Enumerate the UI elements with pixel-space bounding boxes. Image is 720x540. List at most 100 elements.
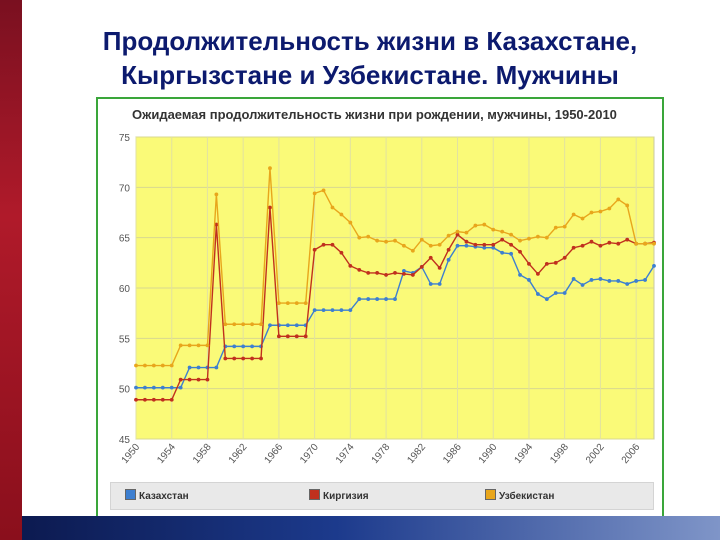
x-tick-label: 2006 xyxy=(620,442,643,466)
data-point xyxy=(241,356,246,361)
data-point xyxy=(357,235,362,240)
data-point xyxy=(276,301,281,305)
x-tick-label: 1994 xyxy=(513,442,536,466)
data-point xyxy=(134,363,138,368)
data-point xyxy=(241,322,246,327)
y-tick-label: 75 xyxy=(119,133,131,144)
legend-item-uzbekistan: Узбекистан xyxy=(485,489,554,502)
data-point xyxy=(464,239,469,244)
data-point xyxy=(375,238,380,243)
data-point xyxy=(446,247,451,252)
data-point xyxy=(535,234,540,239)
x-tick-label: 1958 xyxy=(191,442,214,466)
data-point xyxy=(384,297,388,301)
data-point xyxy=(330,308,335,313)
data-point xyxy=(580,283,585,287)
data-point xyxy=(187,365,192,370)
data-point xyxy=(303,334,308,339)
data-point xyxy=(366,234,371,239)
data-point xyxy=(553,291,558,295)
data-point xyxy=(348,220,353,225)
legend-label-uzbekistan: Узбекистан xyxy=(499,491,555,502)
data-point xyxy=(419,237,424,242)
data-point xyxy=(384,273,388,277)
slide-left-accent-bar xyxy=(0,0,22,540)
data-point xyxy=(366,297,371,301)
x-tick-label: 1962 xyxy=(227,442,250,466)
data-point xyxy=(178,385,183,390)
data-point xyxy=(312,247,317,252)
data-point xyxy=(509,232,514,237)
data-point xyxy=(562,291,567,295)
slide-title-line-2: Кыргызстане и Узбекистане. Мужчины xyxy=(121,60,619,90)
data-point xyxy=(321,308,326,313)
data-point xyxy=(143,385,147,390)
chart-legend: Казахстан Киргизия Узбекистан xyxy=(110,482,654,510)
data-point xyxy=(357,297,362,301)
data-point xyxy=(607,240,612,245)
data-point xyxy=(214,192,219,197)
data-point xyxy=(571,245,576,250)
data-point xyxy=(294,334,299,339)
data-point xyxy=(598,243,603,248)
data-point xyxy=(482,222,487,227)
x-tick-label: 1990 xyxy=(477,442,500,466)
data-point xyxy=(491,242,496,247)
data-point xyxy=(151,385,156,390)
data-point xyxy=(160,363,165,368)
data-point xyxy=(402,268,406,273)
data-point xyxy=(491,245,496,250)
data-point xyxy=(473,223,478,228)
data-point xyxy=(500,237,505,242)
data-point xyxy=(527,236,531,241)
data-point xyxy=(535,272,540,276)
data-point xyxy=(410,273,415,277)
y-tick-label: 70 xyxy=(119,183,131,194)
legend-swatch-uzbekistan xyxy=(485,489,496,500)
data-point xyxy=(589,239,594,244)
data-point xyxy=(375,297,380,301)
data-point xyxy=(303,301,308,305)
data-point xyxy=(294,323,299,328)
data-point xyxy=(223,322,228,327)
data-point xyxy=(437,242,442,247)
legend-swatch-kazakhstan xyxy=(125,489,136,500)
data-point xyxy=(544,297,549,301)
data-point xyxy=(518,238,522,243)
data-point xyxy=(589,210,594,215)
data-point xyxy=(437,265,442,270)
data-point xyxy=(196,365,201,370)
data-point xyxy=(500,229,505,234)
data-point xyxy=(518,273,522,277)
data-point xyxy=(357,267,362,272)
data-point xyxy=(393,271,397,275)
data-point xyxy=(553,260,558,265)
data-point xyxy=(384,239,388,244)
data-point xyxy=(366,271,371,275)
data-point xyxy=(151,363,156,368)
data-point xyxy=(500,250,505,255)
data-point xyxy=(652,263,656,268)
data-point xyxy=(562,255,567,260)
data-point xyxy=(169,397,174,402)
y-tick-label: 65 xyxy=(119,234,131,245)
data-point xyxy=(169,363,174,368)
chart-title: Ожидаемая продолжительность жизни при ро… xyxy=(132,107,617,122)
data-point xyxy=(419,264,424,269)
data-point xyxy=(464,243,469,248)
data-point xyxy=(268,205,272,210)
data-point xyxy=(482,242,487,247)
data-point xyxy=(134,397,138,402)
legend-label-kyrgyzstan: Киргизия xyxy=(323,491,369,502)
x-tick-label: 1982 xyxy=(405,442,428,466)
data-point xyxy=(187,377,192,382)
data-point xyxy=(544,261,549,266)
data-point xyxy=(294,301,299,305)
data-point xyxy=(428,255,433,260)
data-point xyxy=(437,282,442,286)
data-point xyxy=(276,334,281,339)
data-point xyxy=(232,322,237,327)
data-point xyxy=(187,343,192,348)
data-point xyxy=(241,344,246,349)
data-point xyxy=(339,308,344,313)
